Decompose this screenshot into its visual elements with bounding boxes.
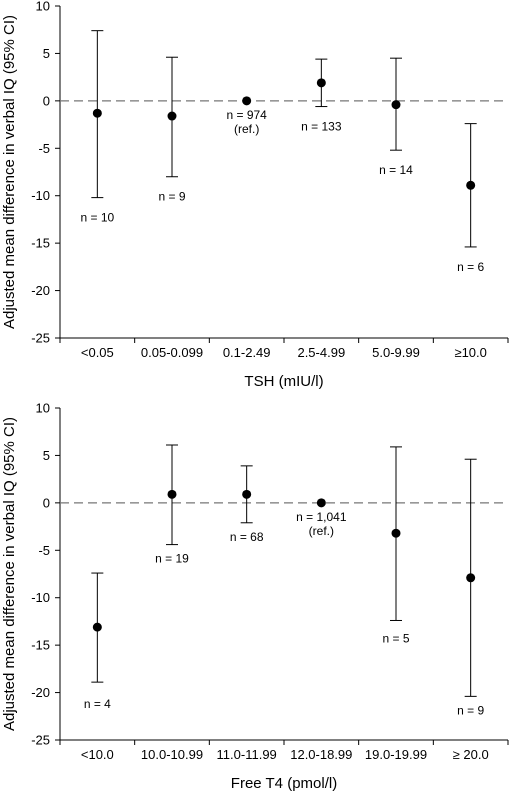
y-tick-label: -25 <box>31 331 50 346</box>
x-tick-label: 0.05-0.099 <box>141 345 203 360</box>
data-point <box>92 622 102 632</box>
n-label: n = 9 <box>457 703 484 717</box>
x-tick-label: <0.05 <box>81 345 114 360</box>
x-tick-label: 12.0-18.99 <box>290 747 352 762</box>
ref-label: (ref.) <box>309 524 334 538</box>
y-tick-label: -25 <box>31 733 50 748</box>
data-point <box>316 498 326 508</box>
y-tick-label: -5 <box>38 141 50 156</box>
y-tick-label: -20 <box>31 283 50 298</box>
data-point <box>167 111 177 121</box>
y-tick-label: -10 <box>31 590 50 605</box>
n-label: n = 1,041 <box>296 510 347 524</box>
x-tick-label: 11.0-11.99 <box>217 747 277 762</box>
data-point <box>466 180 476 190</box>
y-tick-label: -20 <box>31 685 50 700</box>
n-label: n = 14 <box>379 163 413 177</box>
n-label: n = 9 <box>158 190 185 204</box>
y-tick-label: -15 <box>31 638 50 653</box>
n-label: n = 19 <box>155 552 189 566</box>
y-tick-label: -5 <box>38 543 50 558</box>
x-tick-label: <10.0 <box>81 747 114 762</box>
x-axis-title: Free T4 (pmol/l) <box>231 775 337 792</box>
ref-label: (ref.) <box>234 122 259 136</box>
n-label: n = 5 <box>382 631 409 645</box>
x-tick-label: 0.1-2.49 <box>223 345 271 360</box>
y-tick-label: 0 <box>43 93 50 108</box>
data-point <box>242 489 252 499</box>
y-axis-title: Adjusted mean difference in verbal IQ (9… <box>1 417 18 731</box>
y-tick-label: 5 <box>43 448 50 463</box>
n-label: n = 133 <box>301 120 342 134</box>
data-point <box>466 573 476 583</box>
n-label: n = 974 <box>226 108 267 122</box>
x-tick-label: 19.0-19.99 <box>365 747 427 762</box>
data-point <box>316 78 326 88</box>
n-label: n = 10 <box>80 211 114 225</box>
x-tick-label: 5.0-9.99 <box>372 345 420 360</box>
data-point <box>391 528 401 538</box>
panel-free-t4: 10 5 0 -5 -10 -15 -20 -25 <10.0 10.0-10.99 11.0-11… <box>1 401 509 792</box>
n-label: n = 4 <box>84 697 111 711</box>
x-tick-label: ≥10.0 <box>454 345 486 360</box>
x-axis-title: TSH (mIU/l) <box>244 373 323 390</box>
y-tick-label: -15 <box>31 236 50 251</box>
y-tick-label: 0 <box>43 495 50 510</box>
n-label: n = 68 <box>230 530 264 544</box>
y-tick-label: -10 <box>31 188 50 203</box>
data-point <box>92 108 102 118</box>
y-tick-label: 10 <box>36 401 50 416</box>
data-point <box>242 96 252 106</box>
y-tick-label: 5 <box>43 46 50 61</box>
y-tick-label: 10 <box>36 0 50 14</box>
x-tick-label: ≥ 20.0 <box>453 747 489 762</box>
n-label: n = 6 <box>457 260 484 274</box>
panel-tsh: 10 5 0 -5 -10 -15 -20 -25 <0.05 0.05-0.099 0.1-2.4… <box>1 0 509 390</box>
y-axis-title: Adjusted mean difference in verbal IQ (9… <box>1 15 18 329</box>
x-tick-label: 2.5-4.99 <box>297 345 345 360</box>
data-point <box>391 100 401 110</box>
x-tick-label: 10.0-10.99 <box>141 747 203 762</box>
data-point <box>167 489 177 499</box>
